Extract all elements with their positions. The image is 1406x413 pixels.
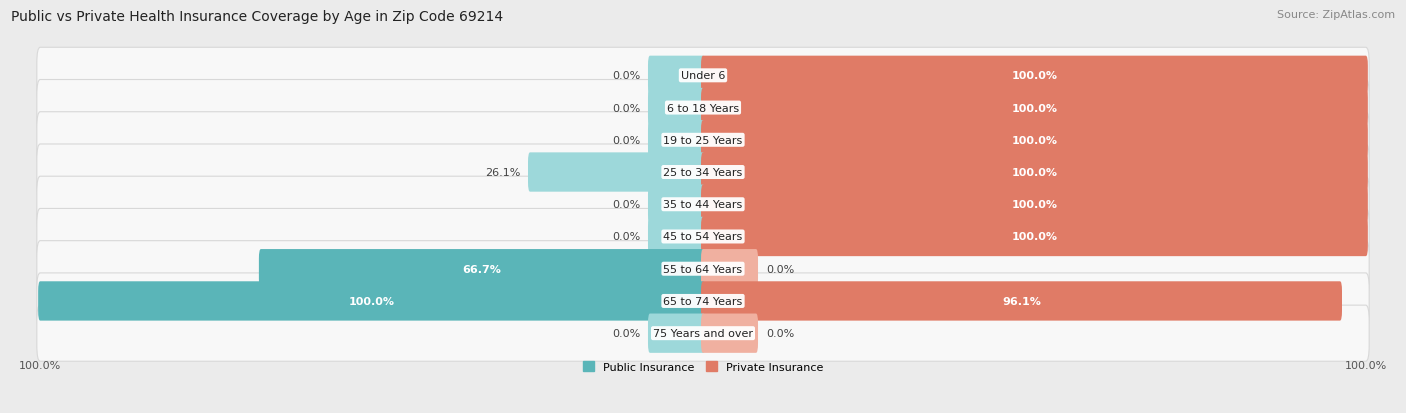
Text: 0.0%: 0.0% (612, 103, 640, 113)
FancyBboxPatch shape (702, 153, 1368, 192)
Text: 0.0%: 0.0% (612, 232, 640, 242)
Legend: Public Insurance, Private Insurance: Public Insurance, Private Insurance (579, 357, 827, 376)
Text: 26.1%: 26.1% (485, 168, 520, 178)
FancyBboxPatch shape (37, 241, 1369, 297)
Text: 100.0%: 100.0% (1011, 135, 1057, 145)
FancyBboxPatch shape (259, 249, 704, 289)
FancyBboxPatch shape (702, 314, 758, 353)
Text: 0.0%: 0.0% (612, 328, 640, 338)
Text: 100.0%: 100.0% (349, 296, 395, 306)
Text: 0.0%: 0.0% (766, 328, 794, 338)
FancyBboxPatch shape (37, 48, 1369, 104)
FancyBboxPatch shape (648, 314, 704, 353)
Text: 19 to 25 Years: 19 to 25 Years (664, 135, 742, 145)
FancyBboxPatch shape (37, 305, 1369, 361)
Text: 25 to 34 Years: 25 to 34 Years (664, 168, 742, 178)
Text: 100.0%: 100.0% (1011, 71, 1057, 81)
Text: 75 Years and over: 75 Years and over (652, 328, 754, 338)
Text: 45 to 54 Years: 45 to 54 Years (664, 232, 742, 242)
FancyBboxPatch shape (648, 57, 704, 96)
FancyBboxPatch shape (37, 177, 1369, 233)
FancyBboxPatch shape (648, 185, 704, 224)
Text: 6 to 18 Years: 6 to 18 Years (666, 103, 740, 113)
Text: 100.0%: 100.0% (1011, 103, 1057, 113)
FancyBboxPatch shape (648, 121, 704, 160)
Text: 100.0%: 100.0% (1011, 168, 1057, 178)
Text: 0.0%: 0.0% (612, 71, 640, 81)
FancyBboxPatch shape (702, 282, 1341, 321)
FancyBboxPatch shape (702, 89, 1368, 128)
FancyBboxPatch shape (702, 185, 1368, 224)
FancyBboxPatch shape (37, 80, 1369, 136)
Text: 0.0%: 0.0% (766, 264, 794, 274)
Text: 66.7%: 66.7% (463, 264, 502, 274)
Text: 65 to 74 Years: 65 to 74 Years (664, 296, 742, 306)
FancyBboxPatch shape (37, 209, 1369, 265)
Text: 55 to 64 Years: 55 to 64 Years (664, 264, 742, 274)
Text: Under 6: Under 6 (681, 71, 725, 81)
FancyBboxPatch shape (702, 217, 1368, 256)
Text: 100.0%: 100.0% (1011, 200, 1057, 210)
Text: 100.0%: 100.0% (1011, 232, 1057, 242)
FancyBboxPatch shape (37, 112, 1369, 169)
FancyBboxPatch shape (702, 249, 758, 289)
FancyBboxPatch shape (702, 121, 1368, 160)
Text: Source: ZipAtlas.com: Source: ZipAtlas.com (1277, 10, 1395, 20)
Text: Public vs Private Health Insurance Coverage by Age in Zip Code 69214: Public vs Private Health Insurance Cover… (11, 10, 503, 24)
FancyBboxPatch shape (648, 89, 704, 128)
Text: 35 to 44 Years: 35 to 44 Years (664, 200, 742, 210)
FancyBboxPatch shape (37, 145, 1369, 201)
FancyBboxPatch shape (648, 217, 704, 256)
FancyBboxPatch shape (37, 273, 1369, 329)
FancyBboxPatch shape (702, 57, 1368, 96)
FancyBboxPatch shape (38, 282, 704, 321)
Text: 0.0%: 0.0% (612, 200, 640, 210)
Text: 0.0%: 0.0% (612, 135, 640, 145)
Text: 96.1%: 96.1% (1002, 296, 1040, 306)
FancyBboxPatch shape (529, 153, 704, 192)
